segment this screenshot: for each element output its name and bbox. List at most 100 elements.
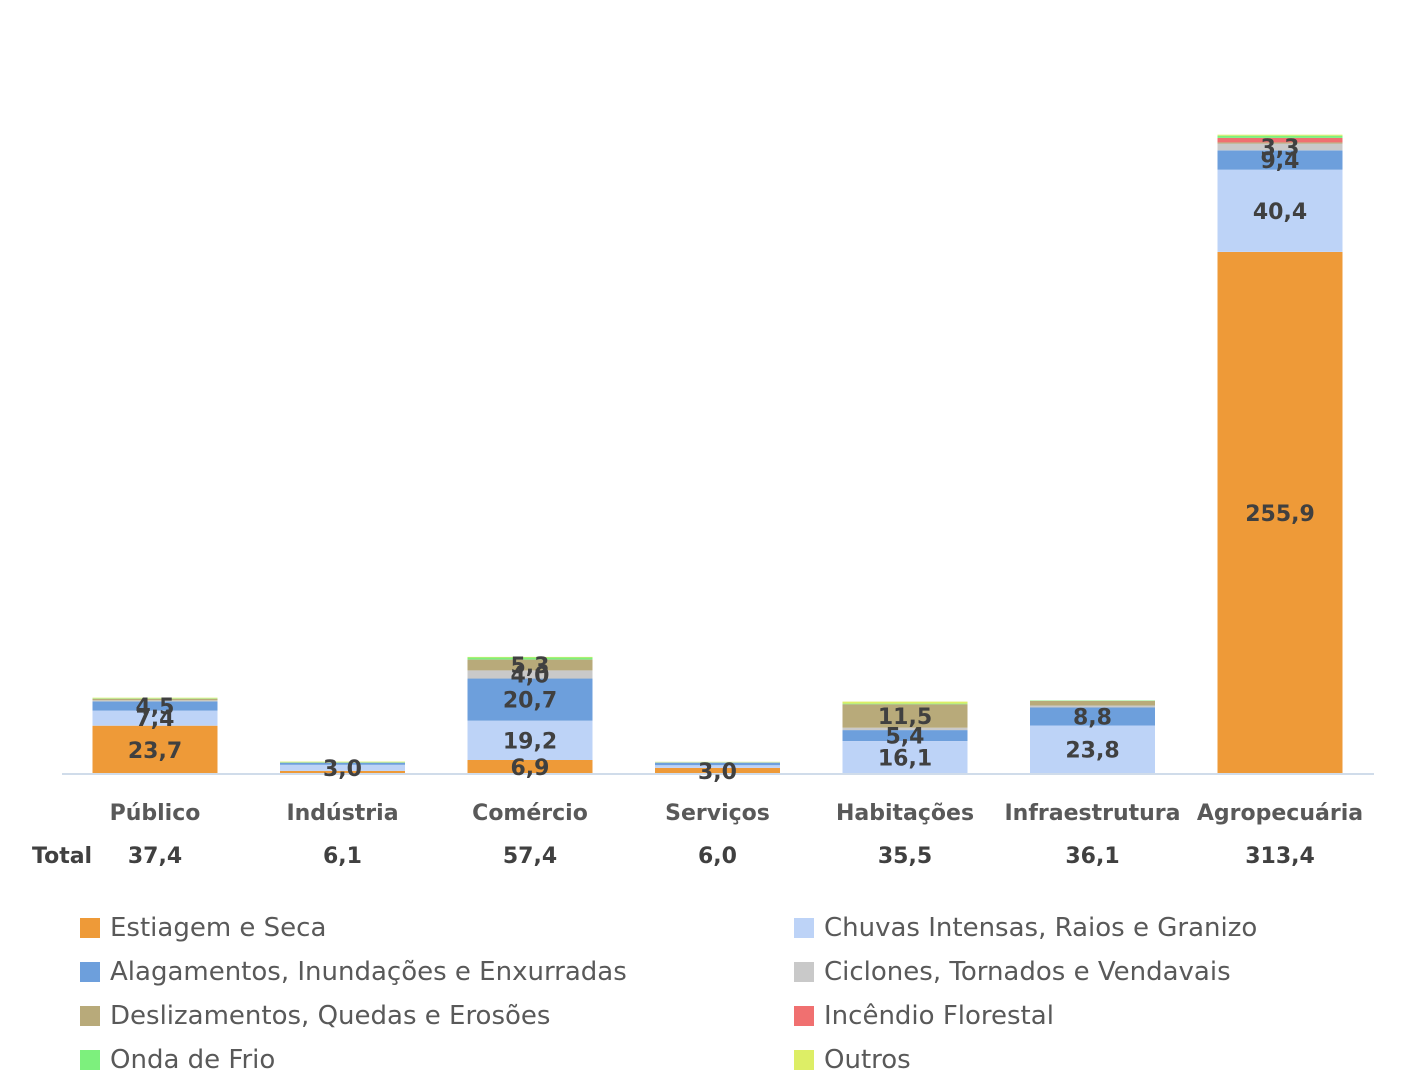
legend-swatch — [794, 1006, 814, 1026]
bar-segment-publico-chuvas-intensas-raios-e-granizo — [92, 710, 218, 726]
legend-swatch — [794, 1050, 814, 1070]
bar-segment-comercio-chuvas-intensas-raios-e-granizo — [467, 720, 593, 760]
category-label-infraestrutura: Infraestrutura — [1004, 801, 1180, 826]
legend-swatch — [80, 962, 100, 982]
bar-segment-publico-outros — [92, 697, 218, 699]
legend-swatch — [794, 918, 814, 938]
bar-segment-agropecuaria-onda-de-frio — [1217, 135, 1343, 138]
bar-segment-comercio-alagamentos-inundacoes-e-enxurradas — [467, 678, 593, 721]
data-label-publico-estiagem-e-seca: 23,7 — [128, 739, 182, 764]
category-label-habitacoes: Habitações — [836, 801, 974, 826]
data-label-industria-chuvas-intensas-raios-e-granizo: 3,0 — [323, 757, 362, 782]
total-row-label: Total — [32, 844, 92, 869]
bar-segment-agropecuaria-incendio-florestal — [1217, 137, 1343, 143]
bar-segment-infraestrutura-alagamentos-inundacoes-e-enxurradas — [1030, 707, 1155, 726]
bar-segment-comercio-onda-de-frio — [467, 657, 593, 660]
legend-label: Estiagem e Seca — [110, 913, 327, 943]
bar-segment-habitacoes-ciclones-tornados-e-vendavais — [842, 727, 968, 731]
legend-label: Alagamentos, Inundações e Enxurradas — [110, 957, 627, 987]
data-label-agropecuaria-ciclones-tornados-e-vendavais: 3,3 — [1261, 136, 1300, 161]
bar-segment-servicos-chuvas-intensas-raios-e-granizo — [655, 765, 780, 768]
legend-swatch — [794, 962, 814, 982]
total-value-infraestrutura: 36,1 — [1065, 844, 1119, 869]
total-value-publico: 37,4 — [128, 844, 182, 869]
data-labels-group: 23,7 7,44,5 3,0 6,919,2 20,74,05,3 3,0 16,15,4… — [128, 136, 1315, 785]
legend-item-onda-de-frio: Onda de Frio — [80, 1044, 794, 1076]
data-label-comercio-chuvas-intensas-raios-e-granizo: 19,2 — [503, 729, 557, 754]
bar-segment-servicos-estiagem-e-seca — [655, 767, 780, 774]
stacked-bar-chart: 23,7 7,44,5 3,0 6,919,2 20,74,05,3 3,0 16,15,4… — [32, 134, 1374, 869]
category-label-servicos: Serviços — [665, 801, 770, 826]
data-label-comercio-ciclones-tornados-e-vendavais: 4,0 — [511, 663, 550, 688]
legend-swatch — [80, 1050, 100, 1070]
data-label-comercio-estiagem-e-seca: 6,9 — [511, 756, 550, 781]
bar-segment-habitacoes-outros — [842, 701, 968, 704]
legend-label: Deslizamentos, Quedas e Erosões — [110, 1001, 551, 1031]
total-value-servicos: 6,0 — [698, 844, 737, 869]
bar-segment-comercio-outros — [467, 656, 593, 658]
data-label-infraestrutura-chuvas-intensas-raios-e-granizo: 23,8 — [1065, 739, 1119, 764]
data-label-infraestrutura-alagamentos-inundacoes-e-enxurradas: 8,8 — [1073, 706, 1112, 731]
data-label-agropecuaria-chuvas-intensas-raios-e-granizo: 40,4 — [1253, 200, 1307, 225]
data-label-comercio-deslizamentos-quedas-e-erosoes: 5,3 — [511, 654, 550, 679]
total-value-habitacoes: 35,5 — [878, 844, 932, 869]
bar-segment-habitacoes-alagamentos-inundacoes-e-enxurradas — [842, 730, 968, 742]
data-label-comercio-alagamentos-inundacoes-e-enxurradas: 20,7 — [503, 689, 557, 714]
data-label-publico-chuvas-intensas-raios-e-granizo: 7,4 — [136, 707, 175, 732]
bar-segment-industria-estiagem-e-seca — [280, 770, 405, 774]
bar-segment-habitacoes-chuvas-intensas-raios-e-granizo — [842, 741, 968, 774]
bars-group — [92, 134, 1343, 774]
category-label-comercio: Comércio — [472, 801, 588, 826]
bar-segment-industria-alagamentos-inundacoes-e-enxurradas — [280, 763, 405, 765]
data-label-habitacoes-alagamentos-inundacoes-e-enxurradas: 5,4 — [886, 725, 925, 750]
legend-label: Onda de Frio — [110, 1045, 276, 1075]
bar-segment-publico-estiagem-e-seca — [92, 725, 218, 774]
legend-item-incendio-florestal: Incêndio Florestal — [794, 1000, 1394, 1032]
bar-segment-agropecuaria-ciclones-tornados-e-vendavais — [1217, 143, 1343, 151]
bar-segment-infraestrutura-ciclones-tornados-e-vendavais — [1030, 705, 1155, 708]
category-label-agropecuaria: Agropecuária — [1197, 801, 1363, 826]
bar-segment-publico-deslizamentos-quedas-e-erosoes — [92, 698, 218, 701]
totals-row: Total 37,4 6,1 57,4 6,0 35,5 36,1 313,4 — [32, 844, 1315, 869]
legend-item-alagamentos-inundacoes-e-enxurradas: Alagamentos, Inundações e Enxurradas — [80, 956, 794, 988]
data-label-habitacoes-chuvas-intensas-raios-e-granizo: 16,1 — [878, 747, 932, 772]
total-value-comercio: 57,4 — [503, 844, 557, 869]
category-label-industria: Indústria — [286, 801, 398, 826]
legend-label: Chuvas Intensas, Raios e Granizo — [824, 913, 1258, 943]
bar-segment-agropecuaria-deslizamentos-quedas-e-erosoes — [1217, 142, 1343, 144]
bar-segment-habitacoes-deslizamentos-quedas-e-erosoes — [842, 704, 968, 728]
total-value-agropecuaria: 313,4 — [1245, 844, 1315, 869]
data-label-habitacoes-deslizamentos-quedas-e-erosoes: 11,5 — [878, 705, 932, 730]
data-label-servicos-estiagem-e-seca: 3,0 — [698, 760, 737, 785]
bar-segment-agropecuaria-outros — [1217, 134, 1343, 136]
legend-item-outros: Outros — [794, 1044, 1394, 1076]
total-value-industria: 6,1 — [323, 844, 362, 869]
bar-segment-habitacoes-onda-de-frio — [842, 703, 968, 705]
bar-segment-infraestrutura-chuvas-intensas-raios-e-granizo — [1030, 725, 1155, 774]
legend-item-deslizamentos-quedas-e-erosoes: Deslizamentos, Quedas e Erosões — [80, 1000, 794, 1032]
bar-segment-servicos-alagamentos-inundacoes-e-enxurradas — [655, 762, 780, 766]
bar-segment-publico-alagamentos-inundacoes-e-enxurradas — [92, 701, 218, 711]
legend-item-ciclones-tornados-e-vendavais: Ciclones, Tornados e Vendavais — [794, 956, 1394, 988]
bar-segment-agropecuaria-chuvas-intensas-raios-e-granizo — [1217, 169, 1343, 252]
legend-swatch — [80, 918, 100, 938]
bar-segment-publico-ciclones-tornados-e-vendavais — [92, 700, 218, 702]
legend-label: Outros — [824, 1045, 911, 1075]
legend-item-chuvas-intensas-raios-e-granizo: Chuvas Intensas, Raios e Granizo — [794, 912, 1394, 944]
bar-segment-industria-chuvas-intensas-raios-e-granizo — [280, 764, 405, 771]
data-label-agropecuaria-estiagem-e-seca: 255,9 — [1245, 502, 1315, 527]
legend: Estiagem e Seca Chuvas Intensas, Raios e … — [80, 912, 1420, 1076]
bar-segment-comercio-estiagem-e-seca — [467, 759, 593, 774]
category-labels-group: Público Indústria Comércio Serviços Habitaçõ… — [110, 801, 1363, 826]
data-label-publico-alagamentos-inundacoes-e-enxurradas: 4,5 — [136, 695, 175, 720]
bar-segment-comercio-ciclones-tornados-e-vendavais — [467, 670, 593, 679]
bar-segment-infraestrutura-deslizamentos-quedas-e-erosoes — [1030, 700, 1155, 706]
category-label-publico: Público — [110, 801, 201, 826]
bar-segment-comercio-deslizamentos-quedas-e-erosoes — [467, 659, 593, 671]
bar-segment-agropecuaria-alagamentos-inundacoes-e-enxurradas — [1217, 150, 1343, 170]
bar-segment-agropecuaria-estiagem-e-seca — [1217, 252, 1343, 774]
legend-label: Ciclones, Tornados e Vendavais — [824, 957, 1231, 987]
legend-swatch — [80, 1006, 100, 1026]
data-label-agropecuaria-alagamentos-inundacoes-e-enxurradas: 9,4 — [1261, 149, 1300, 174]
legend-item-estiagem-e-seca: Estiagem e Seca — [80, 912, 794, 944]
